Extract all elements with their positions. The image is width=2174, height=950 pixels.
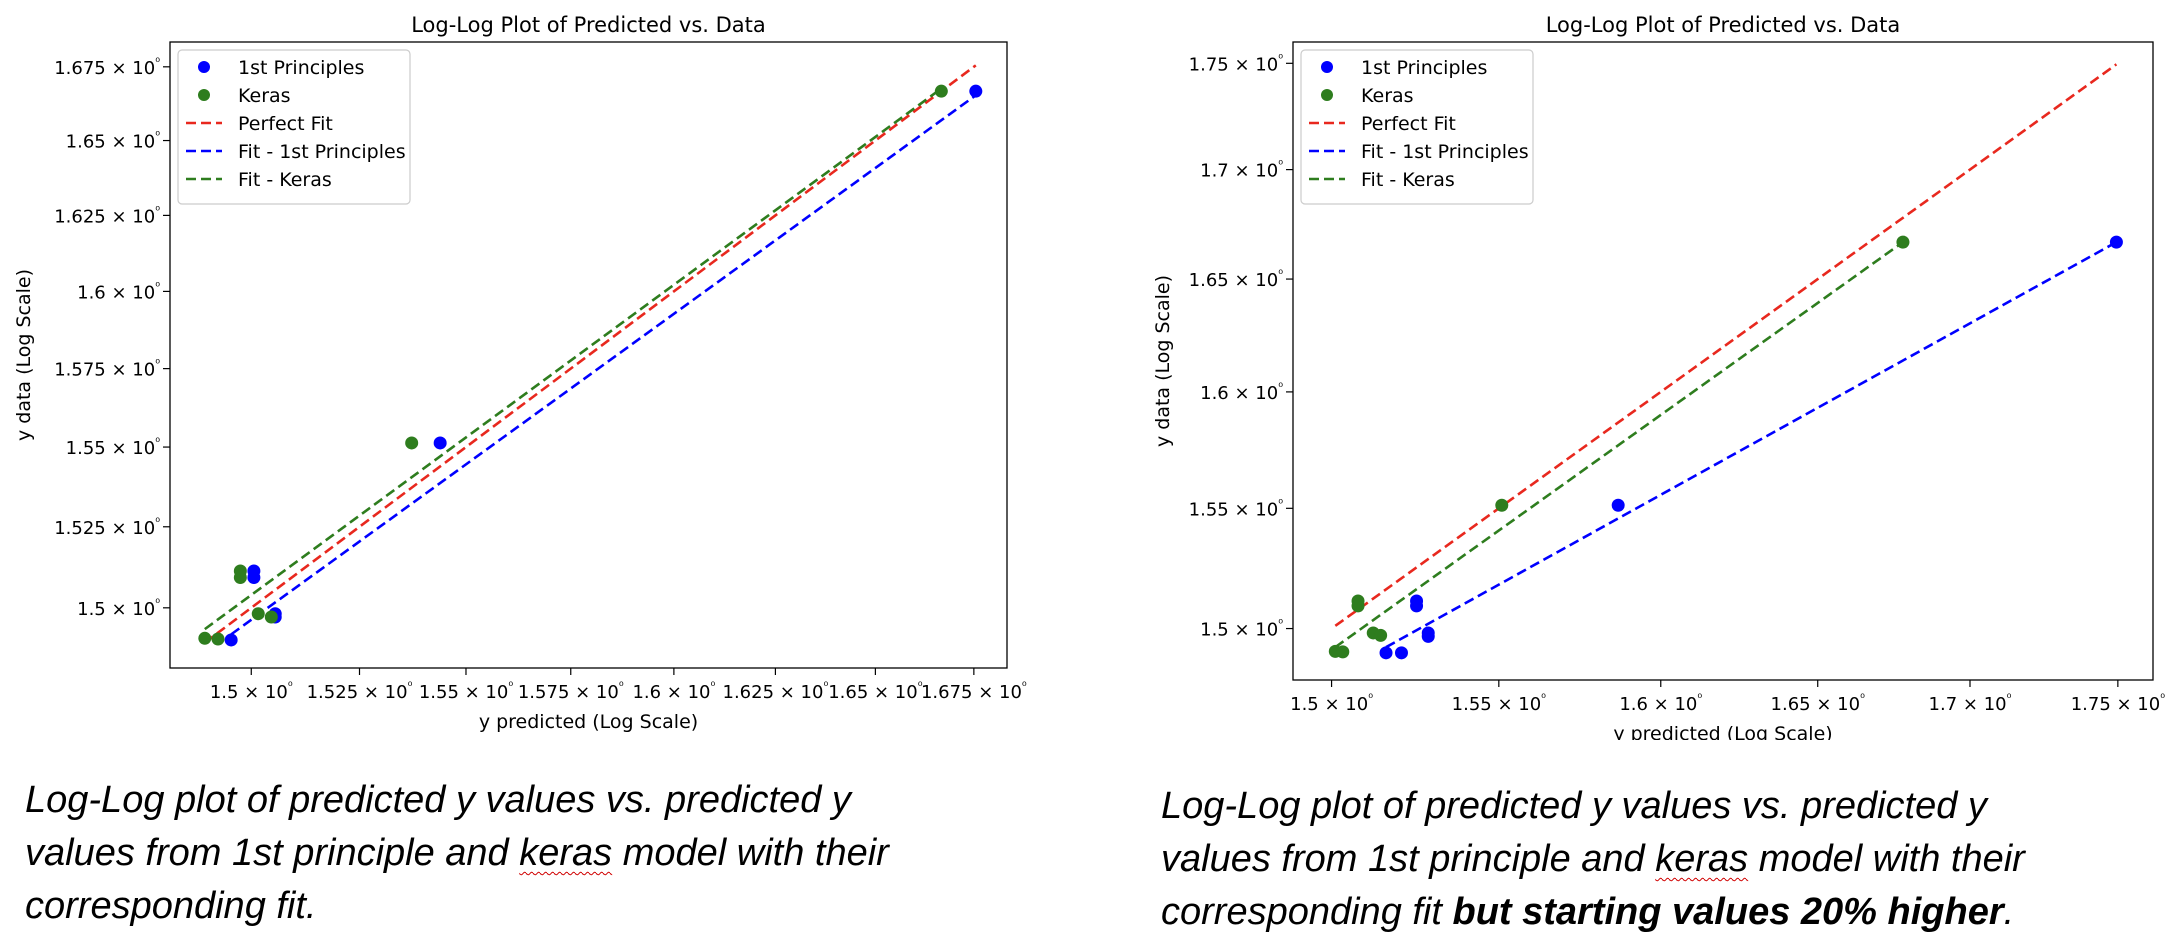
right-chart-y-tick-label-0: 1.5 × 10⁰ (1200, 617, 1283, 641)
right-chart-point-1-3 (1351, 594, 1365, 608)
right-chart-x-tick-label-2: 1.6 × 10⁰ (1619, 691, 1702, 715)
caption-right-line-3-end: . (2003, 891, 2015, 933)
left-chart-x-tick-label-3: 1.575 × 10⁰ (518, 679, 624, 703)
caption-right: Log-Log plot of predicted y values vs. p… (1161, 780, 2025, 939)
left-chart-y-axis-label: y data (Log Scale) (13, 269, 35, 441)
right-chart-y-tick-label-1: 1.55 × 10⁰ (1189, 496, 1284, 520)
right-chart-legend-label-0: 1st Principles (1361, 57, 1487, 79)
left-chart-fit-line-1 (230, 94, 977, 636)
left-chart-y-tick-label-7: 1.675 × 10⁰ (54, 55, 160, 79)
left-chart-legend-label-4: Fit - Keras (238, 169, 332, 191)
left-chart-point-1-6 (405, 436, 419, 450)
left-chart-fit-line-0 (204, 64, 977, 644)
left-chart-point-0-0 (224, 633, 238, 647)
left-chart-y-tick-label-0: 1.5 × 10⁰ (77, 596, 160, 620)
left-chart-x-tick-label-7: 1.675 × 10⁰ (921, 679, 1027, 703)
caption-right-line-2-end: model with their (1748, 838, 2025, 880)
right-chart-point-0-5 (1421, 629, 1435, 643)
left-chart-fit-line-2 (204, 87, 943, 631)
chart-left: Log-Log Plot of Predicted vs. Data 1.5 × … (13, 13, 1027, 733)
left-chart-legend-box (177, 49, 411, 205)
right-chart-point-1-6 (1495, 498, 1509, 512)
caption-left-line-1: Log-Log plot of predicted y values vs. p… (25, 779, 851, 821)
right-chart-title: Log-Log Plot of Predicted vs. Data (1546, 13, 1901, 37)
caption-left-line-2-end: model with their (612, 832, 889, 874)
right-chart-y-tick-label-4: 1.7 × 10⁰ (1200, 158, 1283, 182)
right-chart-fit-line-2 (1334, 241, 1904, 649)
right-chart-point-0-3 (1410, 594, 1424, 608)
left-chart-y-tick-label-4: 1.6 × 10⁰ (77, 279, 160, 303)
left-chart-x-axis-label: y predicted (Log Scale) (479, 711, 698, 733)
right-chart-legend-label-3: Fit - 1st Principles (1361, 141, 1529, 163)
right-chart-x-tick-label-5: 1.75 × 10⁰ (2071, 691, 2166, 715)
left-chart-legend-label-1: Keras (238, 85, 291, 107)
right-chart-legend-marker-1 (1321, 89, 1333, 101)
left-chart-point-1-1 (211, 632, 225, 646)
caption-right-line-2: values from 1st principle and keras mode… (1161, 833, 2025, 886)
caption-left-line-2-start: values from 1st principle and (25, 832, 520, 874)
right-chart-legend-marker-0 (1321, 61, 1333, 73)
caption-right-spellcheck-word: keras (1655, 838, 1749, 880)
right-chart-y-tick-label-3: 1.65 × 10⁰ (1189, 267, 1284, 291)
left-chart-x-tick-label-1: 1.525 × 10⁰ (307, 679, 413, 703)
left-chart-legend-marker-1 (198, 89, 210, 101)
right-chart-plot-frame (1292, 41, 2154, 681)
right-chart-x-tick-label-0: 1.5 × 10⁰ (1290, 691, 1373, 715)
left-chart-point-0-2 (247, 564, 261, 578)
right-chart-legend-box (1300, 49, 1534, 205)
left-chart-legend-label-0: 1st Principles (238, 57, 364, 79)
right-chart-x-tick-label-4: 1.7 × 10⁰ (1929, 691, 2012, 715)
chart-right: Log-Log Plot of Predicted vs. Data 1.5 × … (1152, 13, 2166, 740)
caption-right-line-1: Log-Log plot of predicted y values vs. p… (1161, 785, 1987, 827)
caption-right-line-3: corresponding fit but starting values 20… (1161, 886, 2025, 939)
left-chart-x-tick-label-6: 1.65 × 10⁰ (828, 679, 923, 703)
left-chart-plot-frame (169, 41, 1008, 669)
left-chart-title: Log-Log Plot of Predicted vs. Data (411, 13, 766, 37)
right-chart-y-tick-label-5: 1.75 × 10⁰ (1189, 51, 1284, 75)
left-chart-y-tick-label-1: 1.525 × 10⁰ (54, 515, 160, 539)
right-chart-x-tick-label-1: 1.55 × 10⁰ (1452, 691, 1547, 715)
left-chart-x-tick-label-2: 1.55 × 10⁰ (419, 679, 514, 703)
caption-right-line-3-start: corresponding fit (1161, 891, 1453, 933)
left-chart-point-1-0 (198, 631, 212, 645)
right-chart-point-0-1 (1394, 646, 1408, 660)
right-chart-point-0-7 (2109, 235, 2123, 249)
right-chart-y-axis-label: y data (Log Scale) (1152, 275, 1174, 447)
left-chart-x-tick-label-5: 1.625 × 10⁰ (723, 679, 829, 703)
left-chart-point-1-4 (251, 607, 265, 621)
left-chart-legend-label-3: Fit - 1st Principles (238, 141, 406, 163)
right-chart-fit-line-1 (1385, 241, 2118, 649)
caption-left: Log-Log plot of predicted y values vs. p… (25, 774, 889, 933)
left-chart-legend-label-2: Perfect Fit (238, 113, 333, 135)
left-chart-point-1-3 (233, 564, 247, 578)
right-chart-fit-line-0 (1334, 63, 2118, 627)
right-chart-x-axis-label: y predicted (Log Scale) (1613, 723, 1832, 740)
left-chart-y-tick-label-2: 1.55 × 10⁰ (66, 435, 161, 459)
right-chart-legend-label-2: Perfect Fit (1361, 113, 1456, 135)
caption-right-emphasis: but starting values 20% higher (1452, 891, 2004, 933)
left-chart-point-1-5 (264, 610, 278, 624)
right-chart-point-1-7 (1896, 235, 1910, 249)
left-chart-point-1-7 (934, 84, 948, 98)
right-chart-legend-label-1: Keras (1361, 85, 1414, 107)
left-chart-x-tick-label-4: 1.6 × 10⁰ (632, 679, 715, 703)
left-chart-x-tick-label-0: 1.5 × 10⁰ (210, 679, 293, 703)
caption-left-spellcheck-word: keras (519, 832, 613, 874)
left-chart-point-0-5 (433, 436, 447, 450)
caption-left-line-3: corresponding fit. (25, 885, 317, 927)
right-chart-point-1-5 (1374, 628, 1388, 642)
right-chart-point-0-6 (1611, 498, 1625, 512)
left-chart-point-0-6 (969, 84, 983, 98)
right-chart-point-0-0 (1379, 646, 1393, 660)
caption-right-line-2-start: values from 1st principle and (1161, 838, 1656, 880)
right-chart-point-1-1 (1336, 645, 1350, 659)
left-chart-y-tick-label-5: 1.625 × 10⁰ (54, 203, 160, 227)
left-chart-y-tick-label-6: 1.65 × 10⁰ (66, 129, 161, 153)
right-chart-y-tick-label-2: 1.6 × 10⁰ (1200, 380, 1283, 404)
right-chart-legend-label-4: Fit - Keras (1361, 169, 1455, 191)
left-chart-y-tick-label-3: 1.575 × 10⁰ (54, 357, 160, 381)
right-chart-x-tick-label-3: 1.65 × 10⁰ (1771, 691, 1866, 715)
left-chart-legend-marker-0 (198, 61, 210, 73)
caption-left-line-2: values from 1st principle and keras mode… (25, 827, 889, 880)
